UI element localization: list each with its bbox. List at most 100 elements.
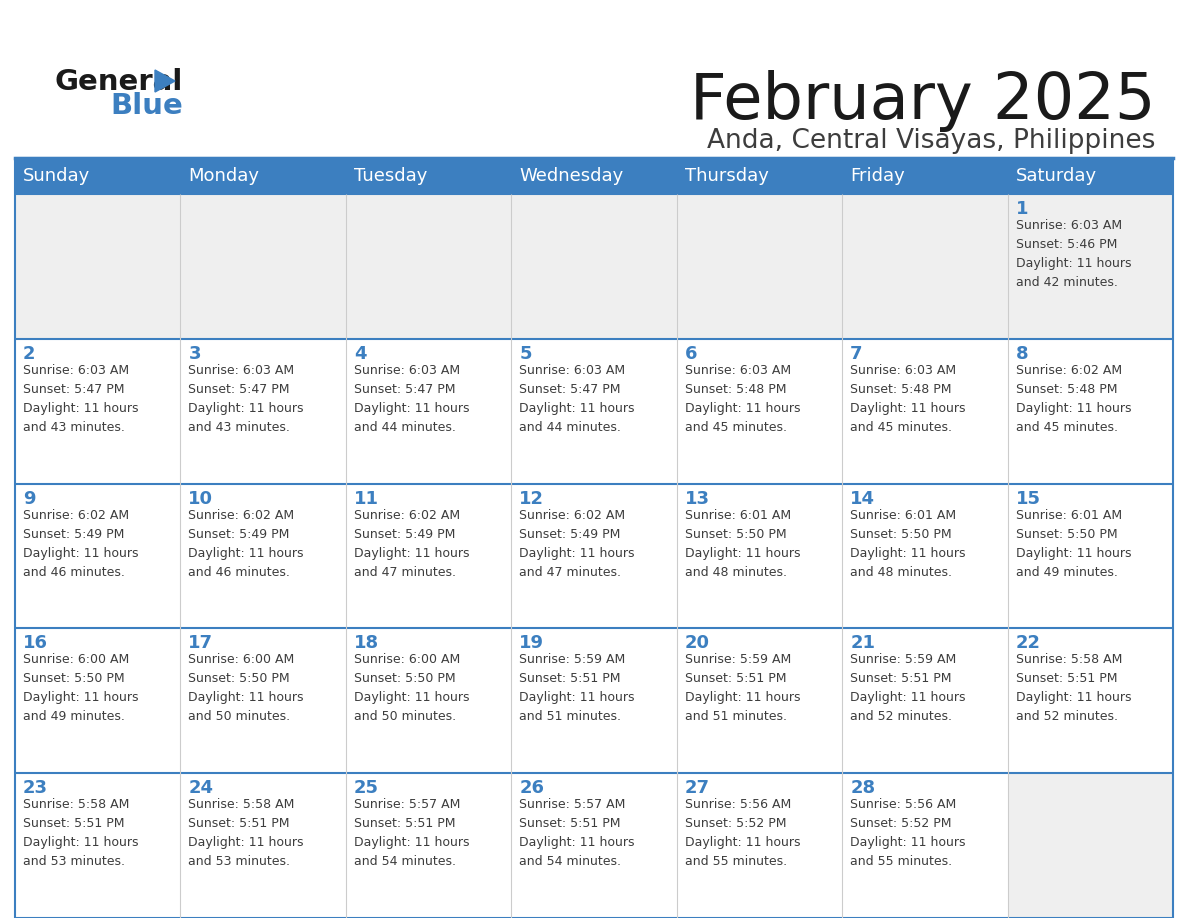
Bar bbox=[15, 773, 181, 918]
Text: Daylight: 11 hours: Daylight: 11 hours bbox=[684, 691, 801, 704]
Text: Sunrise: 6:01 AM: Sunrise: 6:01 AM bbox=[1016, 509, 1121, 521]
Text: 12: 12 bbox=[519, 489, 544, 508]
Bar bbox=[181, 629, 346, 773]
Text: 1: 1 bbox=[1016, 200, 1028, 218]
Text: Sunset: 5:49 PM: Sunset: 5:49 PM bbox=[519, 528, 620, 541]
Text: and 52 minutes.: and 52 minutes. bbox=[851, 711, 952, 723]
Text: Daylight: 11 hours: Daylight: 11 hours bbox=[23, 691, 139, 704]
Text: Sunrise: 6:03 AM: Sunrise: 6:03 AM bbox=[1016, 219, 1121, 232]
Bar bbox=[181, 484, 346, 629]
Text: Sunrise: 6:03 AM: Sunrise: 6:03 AM bbox=[519, 364, 625, 376]
Text: and 45 minutes.: and 45 minutes. bbox=[851, 420, 952, 434]
Text: and 45 minutes.: and 45 minutes. bbox=[684, 420, 786, 434]
Text: 23: 23 bbox=[23, 779, 48, 797]
Text: Sunset: 5:48 PM: Sunset: 5:48 PM bbox=[851, 383, 952, 396]
Text: Sunset: 5:49 PM: Sunset: 5:49 PM bbox=[23, 528, 125, 541]
Text: Sunrise: 6:00 AM: Sunrise: 6:00 AM bbox=[189, 654, 295, 666]
Text: Wednesday: Wednesday bbox=[519, 167, 624, 185]
Text: Sunrise: 5:56 AM: Sunrise: 5:56 AM bbox=[684, 798, 791, 812]
Bar bbox=[346, 484, 511, 629]
Text: Sunrise: 6:03 AM: Sunrise: 6:03 AM bbox=[684, 364, 791, 376]
Text: and 48 minutes.: and 48 minutes. bbox=[851, 565, 952, 578]
Text: Daylight: 11 hours: Daylight: 11 hours bbox=[23, 836, 139, 849]
Text: Sunrise: 6:02 AM: Sunrise: 6:02 AM bbox=[354, 509, 460, 521]
Text: Daylight: 11 hours: Daylight: 11 hours bbox=[519, 691, 634, 704]
Text: Sunset: 5:50 PM: Sunset: 5:50 PM bbox=[189, 672, 290, 686]
Text: Sunrise: 6:00 AM: Sunrise: 6:00 AM bbox=[354, 654, 460, 666]
Text: Sunset: 5:51 PM: Sunset: 5:51 PM bbox=[851, 672, 952, 686]
Text: Sunset: 5:47 PM: Sunset: 5:47 PM bbox=[23, 383, 125, 396]
Text: and 46 minutes.: and 46 minutes. bbox=[189, 565, 290, 578]
Text: Sunset: 5:51 PM: Sunset: 5:51 PM bbox=[519, 672, 621, 686]
Text: 25: 25 bbox=[354, 779, 379, 797]
Bar bbox=[346, 773, 511, 918]
Text: Sunrise: 6:03 AM: Sunrise: 6:03 AM bbox=[23, 364, 129, 376]
Text: and 50 minutes.: and 50 minutes. bbox=[354, 711, 456, 723]
Text: Sunset: 5:51 PM: Sunset: 5:51 PM bbox=[1016, 672, 1117, 686]
Bar bbox=[842, 194, 1007, 339]
Bar bbox=[1007, 629, 1173, 773]
Bar bbox=[15, 158, 1173, 194]
Text: and 47 minutes.: and 47 minutes. bbox=[354, 565, 456, 578]
Text: Blue: Blue bbox=[110, 92, 183, 120]
Text: Thursday: Thursday bbox=[684, 167, 769, 185]
Text: Sunrise: 5:58 AM: Sunrise: 5:58 AM bbox=[23, 798, 129, 812]
Text: Sunrise: 6:02 AM: Sunrise: 6:02 AM bbox=[23, 509, 129, 521]
Text: Sunset: 5:52 PM: Sunset: 5:52 PM bbox=[851, 817, 952, 830]
Text: Sunrise: 6:00 AM: Sunrise: 6:00 AM bbox=[23, 654, 129, 666]
Text: Sunrise: 6:01 AM: Sunrise: 6:01 AM bbox=[684, 509, 791, 521]
Text: and 53 minutes.: and 53 minutes. bbox=[189, 856, 290, 868]
Bar bbox=[511, 773, 677, 918]
Text: Tuesday: Tuesday bbox=[354, 167, 428, 185]
Text: 9: 9 bbox=[23, 489, 36, 508]
Text: Sunset: 5:51 PM: Sunset: 5:51 PM bbox=[519, 817, 621, 830]
Text: 28: 28 bbox=[851, 779, 876, 797]
Bar bbox=[842, 339, 1007, 484]
Text: 19: 19 bbox=[519, 634, 544, 653]
Text: Sunrise: 6:03 AM: Sunrise: 6:03 AM bbox=[354, 364, 460, 376]
Text: Daylight: 11 hours: Daylight: 11 hours bbox=[519, 546, 634, 560]
Text: Daylight: 11 hours: Daylight: 11 hours bbox=[189, 836, 304, 849]
Text: Sunrise: 5:59 AM: Sunrise: 5:59 AM bbox=[684, 654, 791, 666]
Text: Sunset: 5:48 PM: Sunset: 5:48 PM bbox=[684, 383, 786, 396]
Text: 10: 10 bbox=[189, 489, 214, 508]
Text: Daylight: 11 hours: Daylight: 11 hours bbox=[189, 691, 304, 704]
Bar bbox=[511, 629, 677, 773]
Text: Daylight: 11 hours: Daylight: 11 hours bbox=[23, 402, 139, 415]
Text: Sunrise: 5:58 AM: Sunrise: 5:58 AM bbox=[1016, 654, 1121, 666]
Text: and 55 minutes.: and 55 minutes. bbox=[684, 856, 786, 868]
Text: Friday: Friday bbox=[851, 167, 905, 185]
Text: Sunset: 5:47 PM: Sunset: 5:47 PM bbox=[189, 383, 290, 396]
Bar bbox=[1007, 484, 1173, 629]
Text: Sunset: 5:50 PM: Sunset: 5:50 PM bbox=[851, 528, 952, 541]
Text: Sunset: 5:51 PM: Sunset: 5:51 PM bbox=[189, 817, 290, 830]
Text: and 46 minutes.: and 46 minutes. bbox=[23, 565, 125, 578]
Text: Anda, Central Visayas, Philippines: Anda, Central Visayas, Philippines bbox=[707, 128, 1155, 154]
Bar bbox=[677, 629, 842, 773]
Bar bbox=[15, 484, 181, 629]
Text: Sunset: 5:49 PM: Sunset: 5:49 PM bbox=[189, 528, 290, 541]
Bar bbox=[842, 484, 1007, 629]
Text: Daylight: 11 hours: Daylight: 11 hours bbox=[1016, 691, 1131, 704]
Bar bbox=[511, 339, 677, 484]
Text: Sunset: 5:50 PM: Sunset: 5:50 PM bbox=[23, 672, 125, 686]
Text: Daylight: 11 hours: Daylight: 11 hours bbox=[684, 402, 801, 415]
Text: Sunset: 5:51 PM: Sunset: 5:51 PM bbox=[684, 672, 786, 686]
Bar bbox=[511, 194, 677, 339]
Text: Daylight: 11 hours: Daylight: 11 hours bbox=[354, 402, 469, 415]
Text: Sunrise: 5:59 AM: Sunrise: 5:59 AM bbox=[851, 654, 956, 666]
Text: and 44 minutes.: and 44 minutes. bbox=[354, 420, 456, 434]
Text: and 45 minutes.: and 45 minutes. bbox=[1016, 420, 1118, 434]
Text: Daylight: 11 hours: Daylight: 11 hours bbox=[851, 836, 966, 849]
Text: 7: 7 bbox=[851, 345, 862, 363]
Text: 20: 20 bbox=[684, 634, 709, 653]
Text: Sunset: 5:47 PM: Sunset: 5:47 PM bbox=[354, 383, 455, 396]
Text: Daylight: 11 hours: Daylight: 11 hours bbox=[354, 546, 469, 560]
Text: 13: 13 bbox=[684, 489, 709, 508]
Text: Sunset: 5:50 PM: Sunset: 5:50 PM bbox=[1016, 528, 1117, 541]
Text: Sunrise: 5:59 AM: Sunrise: 5:59 AM bbox=[519, 654, 626, 666]
Text: and 43 minutes.: and 43 minutes. bbox=[23, 420, 125, 434]
Text: and 49 minutes.: and 49 minutes. bbox=[1016, 565, 1118, 578]
Text: and 42 minutes.: and 42 minutes. bbox=[1016, 276, 1118, 289]
Text: and 54 minutes.: and 54 minutes. bbox=[519, 856, 621, 868]
